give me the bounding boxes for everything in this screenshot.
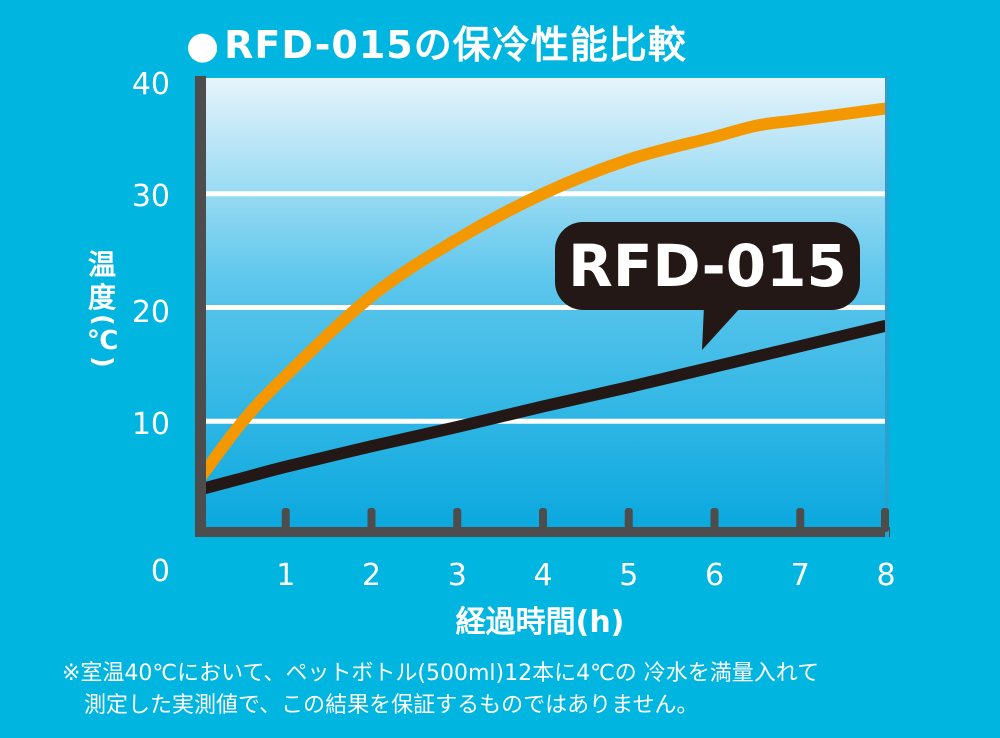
plot-frame <box>195 76 890 537</box>
x-tick-mark-6 <box>710 508 719 532</box>
x-tick-mark-4 <box>539 508 547 532</box>
y-tick-label-30: 30 <box>131 179 170 214</box>
y-axis-label: 温 度 (℃) <box>80 248 124 368</box>
x-tick-mark-7 <box>796 508 805 532</box>
callout-group: RFD-015 <box>555 222 860 350</box>
x-tick-mark-1 <box>281 508 290 532</box>
rfd-015-series-line <box>198 319 888 496</box>
x-tick-label-1: 1 <box>276 558 296 593</box>
x-tick-label-6: 6 <box>704 558 725 593</box>
footnote-line-1: ※室温40℃において、ペットボトル(500ml)12本に4℃の 冷水を満量入れて <box>62 661 820 686</box>
callout-pointer <box>702 306 742 350</box>
series-group <box>195 102 888 496</box>
x-tick-mark-2 <box>367 508 376 532</box>
x-tick-label-5: 5 <box>619 558 639 593</box>
x-tick-label-4: 4 <box>533 558 553 593</box>
x-tick-label-2: 2 <box>361 558 382 593</box>
y-tick-label-40: 40 <box>131 67 170 102</box>
callout-label: RFD-015 <box>568 232 847 300</box>
chart-title: ● RFD-015の保冷性能比較 <box>186 14 687 69</box>
footnote-line-2: 測定した実測値で、この結果を保証するものではありません。 <box>84 693 699 718</box>
x-tick-mark-3 <box>453 508 462 532</box>
y-axis-unit: (℃) <box>87 314 118 368</box>
callout-bubble <box>555 222 860 310</box>
y-axis-label-char-1: 温 <box>87 248 116 281</box>
y-axis-line <box>195 76 206 536</box>
title-bullet-icon: ● <box>186 23 221 67</box>
footnote: ※室温40℃において、ペットボトル(500ml)12本に4℃の 冷水を満量入れて… <box>62 658 992 722</box>
y-axis-label-char-2: 度 <box>87 281 116 314</box>
title-text: RFD-015の保冷性能比較 <box>224 23 687 67</box>
y-tick-label-10: 10 <box>131 407 170 442</box>
plot-right-edge <box>885 76 889 537</box>
x-tick-mark-8 <box>881 508 889 532</box>
x-axis-label: 経過時間(h) <box>455 605 625 640</box>
x-tick-label-7: 7 <box>790 558 810 593</box>
x-tick-mark-5 <box>624 508 633 532</box>
x-tick-label-8: 8 <box>876 558 896 593</box>
comparison-series-line <box>195 102 887 482</box>
x-tick-label-3: 3 <box>447 558 467 593</box>
y-tick-label-20: 20 <box>131 295 170 330</box>
y-tick-label-0: 0 <box>150 554 170 589</box>
